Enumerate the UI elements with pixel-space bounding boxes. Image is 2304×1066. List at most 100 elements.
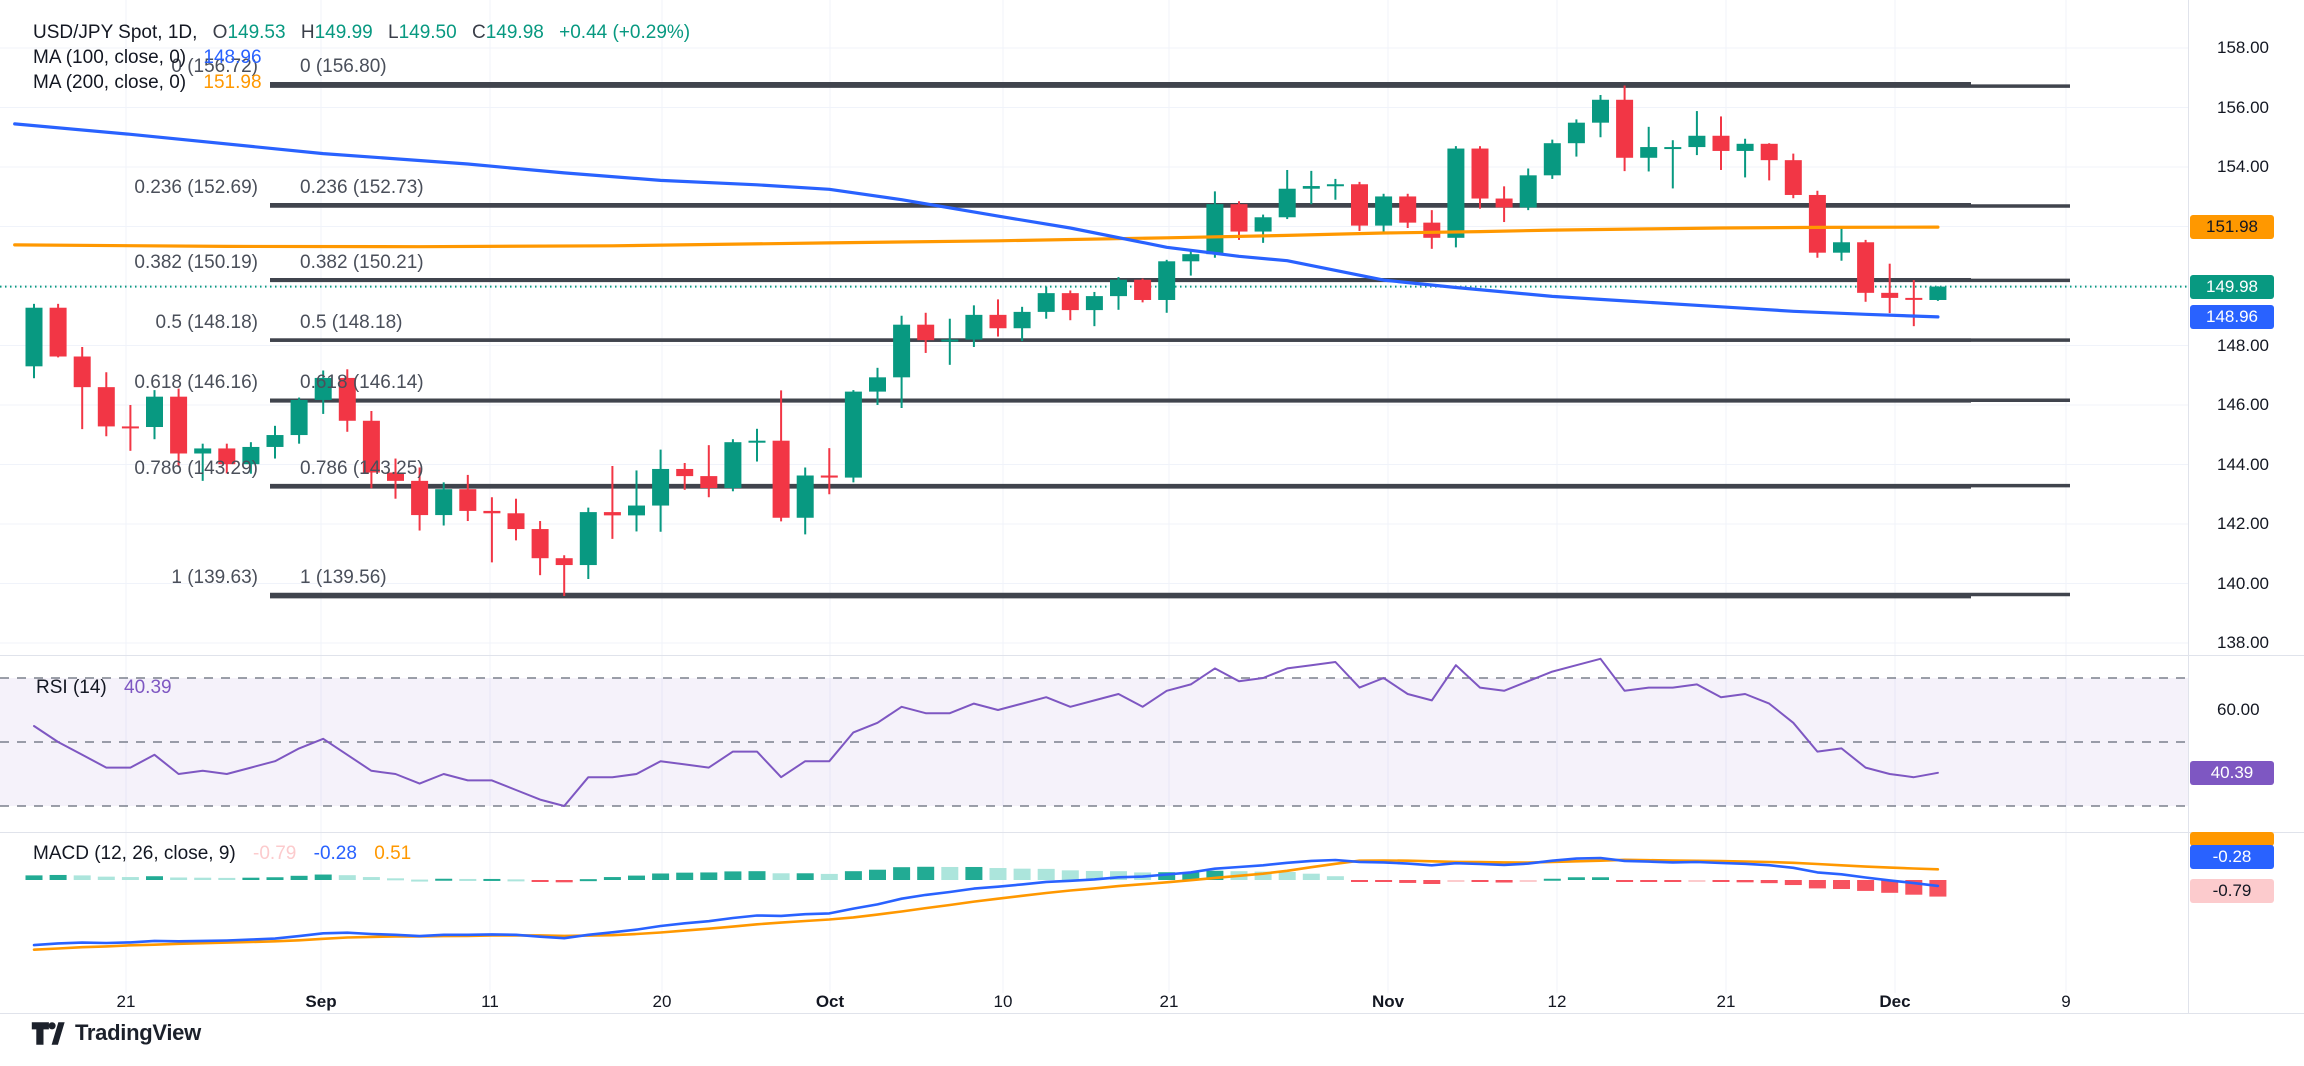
macd-histogram-bar xyxy=(1736,880,1754,883)
candle-body xyxy=(1037,293,1055,312)
macd-signal-line xyxy=(32,858,1940,951)
candle-body xyxy=(1833,242,1850,253)
candle-body xyxy=(242,446,260,465)
candle-body xyxy=(869,377,886,392)
candle-body xyxy=(194,448,212,454)
macd-histogram-bar xyxy=(218,877,236,880)
macd-histogram-bar xyxy=(1351,880,1368,882)
macd-histogram-bar xyxy=(411,879,429,882)
candle-body xyxy=(1061,293,1079,311)
candle-body xyxy=(1206,204,1224,255)
fib-label-right: 0.236 (152.73) xyxy=(300,176,424,198)
macd-histogram-bar xyxy=(507,879,525,882)
fib-label-left: 0 (156.72) xyxy=(171,55,258,77)
candle-body xyxy=(25,307,43,367)
ma100-price-badge: 148.96 xyxy=(2190,304,2274,329)
candle-body xyxy=(121,426,139,429)
rsi-legend-row[interactable]: RSI (14) 40.39 xyxy=(36,677,172,699)
macd-histogram-bar xyxy=(1808,880,1826,889)
ma200-legend-row[interactable]: MA (200, close, 0) 151.98 xyxy=(33,72,262,94)
rsi-value: 40.39 xyxy=(124,677,172,698)
close-price-badge: 149.98 xyxy=(2190,274,2274,299)
macd-histogram-bar xyxy=(1543,878,1561,881)
fib-label-left: 0.382 (150.19) xyxy=(134,251,258,273)
candle-body xyxy=(1158,261,1176,300)
macd-signal-value: 0.51 xyxy=(374,843,412,864)
time-label: 21 xyxy=(1159,992,1179,1011)
candle-body xyxy=(965,314,983,340)
candle-body xyxy=(1736,143,1754,151)
macd-histogram-bar xyxy=(1399,880,1417,883)
fib-label-right: 0.382 (150.21) xyxy=(300,251,424,273)
fib-label-left: 0.236 (152.69) xyxy=(134,176,258,198)
macd-main-line xyxy=(32,856,1940,947)
macd-line-badge: -0.28 xyxy=(2190,845,2274,869)
macd-histogram-bar xyxy=(579,879,597,882)
candle-body xyxy=(1688,135,1706,148)
candle-body xyxy=(1110,279,1127,297)
symbol-legend-row[interactable]: USD/JPY Spot, 1D, O149.53 H149.99 L149.5… xyxy=(33,22,690,44)
price-tick: 156.00 xyxy=(2217,97,2269,117)
macd-histogram-bar xyxy=(796,873,814,880)
high-label: H xyxy=(300,22,315,43)
ma200-label: MA (200, close, 0) xyxy=(33,72,187,93)
candle-body xyxy=(820,475,838,478)
macd-histogram-bar xyxy=(266,877,284,880)
time-label: 12 xyxy=(1547,992,1567,1011)
macd-histogram-bar xyxy=(1640,880,1658,882)
time-label: Nov xyxy=(1371,992,1405,1011)
candle-body xyxy=(1278,188,1296,218)
macd-histogram-bar xyxy=(748,871,766,880)
time-label: Sep xyxy=(305,992,337,1011)
candle-body xyxy=(218,448,236,465)
price-tick: 142.00 xyxy=(2217,514,2269,533)
macd-histogram-bar xyxy=(628,875,645,880)
macd-legend-row[interactable]: MACD (12, 26, close, 9) -0.79 -0.28 0.51 xyxy=(33,843,411,865)
candle-body xyxy=(1760,143,1778,161)
macd-histogram-bar xyxy=(338,875,356,880)
fib-label-right: 0.618 (146.14) xyxy=(300,372,424,394)
close-value: 149.98 xyxy=(485,22,544,43)
time-label: 20 xyxy=(652,992,672,1011)
candle-body xyxy=(1712,135,1730,151)
tradingview-logo[interactable]: TradingView xyxy=(30,1019,201,1047)
candle-body xyxy=(435,489,453,516)
time-label: 21 xyxy=(1716,992,1736,1011)
macd-histogram-bar xyxy=(1037,868,1055,880)
candle-body xyxy=(700,476,718,489)
ma200-price-badge: 151.98 xyxy=(2190,215,2274,240)
macd-histogram-bar xyxy=(170,877,188,880)
price-tick: 158.00 xyxy=(2217,38,2269,57)
price-tick: 148.00 xyxy=(2217,335,2269,355)
candle-body xyxy=(1471,148,1489,199)
macd-histogram-bar xyxy=(483,878,501,881)
macd-histogram-bar xyxy=(1616,880,1634,882)
macd-histogram-bar xyxy=(844,871,862,880)
macd-histogram-bar xyxy=(121,877,139,880)
candle-body xyxy=(1664,147,1682,150)
candle-body xyxy=(796,475,814,518)
candle-body xyxy=(1592,99,1609,123)
candle-body xyxy=(49,307,67,357)
time-label: 9 xyxy=(2061,992,2071,1011)
macd-histogram-bar xyxy=(1471,880,1489,882)
fib-label-left: 0.5 (148.18) xyxy=(155,312,258,334)
macd-histogram-bar xyxy=(146,876,163,880)
ma100-legend-row[interactable]: MA (100, close, 0) 148.96 xyxy=(33,47,262,69)
macd-histogram-bar xyxy=(1110,871,1127,880)
macd-histogram-bar xyxy=(1688,880,1706,882)
candle-body xyxy=(724,442,742,489)
candle-body xyxy=(1929,286,1947,300)
candle-body xyxy=(411,480,429,516)
time-label: Dec xyxy=(1879,992,1911,1011)
candle-body xyxy=(628,505,645,516)
candle-body xyxy=(676,468,694,477)
candle-body xyxy=(1254,217,1272,232)
candle-body xyxy=(338,377,356,421)
macd-histogram-bar xyxy=(314,874,332,880)
candle-body xyxy=(1423,222,1441,238)
ma100-value: 148.96 xyxy=(203,47,262,68)
macd-histogram-bar xyxy=(1760,880,1778,884)
candle-body xyxy=(1230,204,1248,232)
